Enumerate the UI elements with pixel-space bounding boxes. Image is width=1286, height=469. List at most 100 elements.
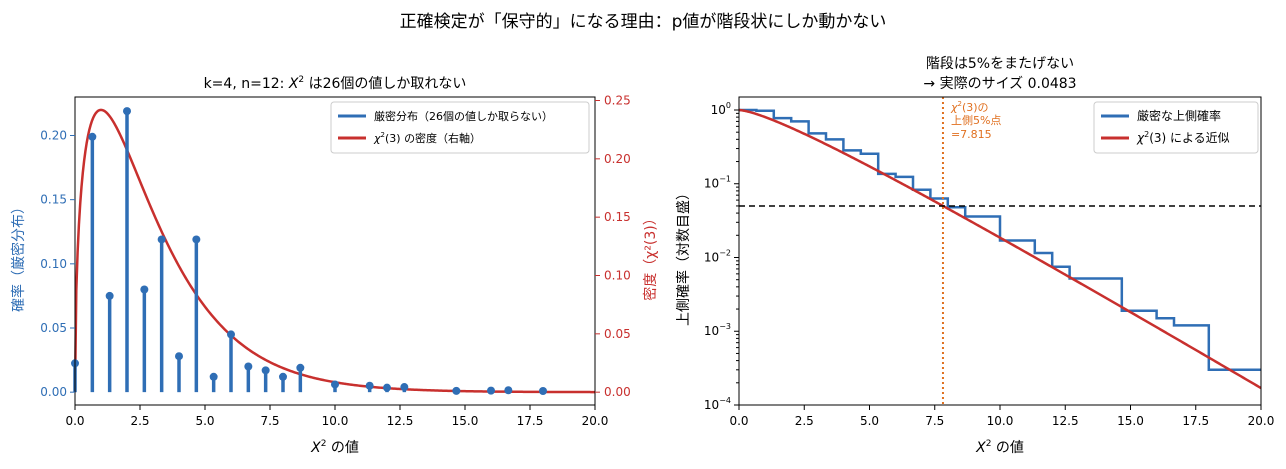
right-x-axis-label: X2 の値 — [975, 439, 1024, 456]
stem — [209, 372, 218, 393]
left-chart-title: k=4, n=12: X2 は26個の値しか取れない — [204, 75, 467, 92]
figure-suptitle: 正確検定が「保守的」になる理由：p値が階段状にしか動かない — [400, 12, 887, 32]
stem — [88, 132, 97, 393]
left-legend: 厳密分布（26個の値しか取らない） χ2(3) の密度（右軸） — [330, 101, 590, 154]
y-tick-label-right: 0.00 — [604, 385, 631, 399]
stem-marker — [383, 383, 391, 392]
stem-marker — [504, 386, 513, 395]
y-tick-label-left: 0.15 — [40, 193, 67, 207]
legend-label-density: χ2(3) の密度（右軸） — [373, 131, 481, 145]
stem — [123, 107, 131, 393]
y-tick-label-left: 0.00 — [40, 385, 67, 399]
y-tick-label-right: 0.25 — [604, 94, 631, 108]
stem — [192, 235, 201, 393]
x-tick-label: 12.5 — [1052, 414, 1079, 428]
y-tick-label-right: 0.15 — [604, 210, 631, 224]
stem-marker — [331, 380, 339, 389]
x-tick-label: 17.5 — [1182, 414, 1209, 428]
stem — [504, 386, 513, 395]
stem — [227, 330, 235, 393]
x-tick-label: 7.5 — [925, 414, 944, 428]
stem — [400, 383, 409, 393]
y-tick-label-left: 0.05 — [40, 321, 67, 335]
x-tick-label: 0.0 — [729, 414, 748, 428]
annotation-line2: 上側5%点 — [951, 114, 1001, 127]
stem — [487, 386, 495, 395]
stem-marker — [123, 107, 131, 116]
x-tick-label: 0.0 — [65, 414, 84, 428]
stem-marker — [487, 386, 495, 395]
left-x-axis-label: X2 の値 — [310, 439, 359, 456]
x-tick-label: 10.0 — [322, 414, 349, 428]
right-chart-y-axis-label: 上側確率（対数目盛） — [675, 186, 692, 326]
stem — [331, 380, 339, 393]
y-tick-label-left: 0.10 — [40, 257, 67, 271]
y-tick-label-right: 0.20 — [604, 152, 631, 166]
legend-label-exact: 厳密分布（26個の値しか取らない） — [374, 109, 553, 123]
x-tick-label: 7.5 — [260, 414, 279, 428]
y-tick-label: 10−1 — [704, 175, 731, 191]
stem — [157, 235, 166, 393]
x-tick-label: 15.0 — [1117, 414, 1144, 428]
x-tick-label: 2.5 — [130, 414, 149, 428]
y-tick-label-right: 0.05 — [604, 327, 631, 341]
y-tick-label-left: 0.20 — [40, 129, 67, 143]
chi2-approx-line — [738, 108, 1262, 390]
y-tick-label: 10−2 — [704, 248, 731, 264]
stem — [539, 387, 547, 396]
right-y-axis-label: 密度（χ²(3)） — [642, 211, 659, 301]
stem — [244, 362, 253, 393]
stem — [452, 386, 461, 395]
stem — [296, 363, 305, 393]
stem-marker — [400, 383, 409, 392]
stem-marker — [88, 132, 97, 141]
annotation-line3: =7.815 — [951, 128, 992, 141]
stem — [365, 381, 374, 393]
critical-value-annotation: χ2(3)の 上側5%点 =7.815 — [950, 100, 1001, 141]
x-tick-label: 2.5 — [795, 414, 814, 428]
stem — [175, 352, 183, 393]
right-chart: 階段は5%をまたげない → 実際のサイズ 0.0483 0.0 2.5 5.0 7.5… — [675, 56, 1274, 456]
stem — [140, 285, 149, 393]
stem-marker — [539, 387, 547, 396]
x-tick-label: 15.0 — [452, 414, 479, 428]
stem-marker — [244, 362, 253, 371]
stem-marker — [227, 330, 235, 339]
stem-marker — [296, 363, 305, 372]
x-tick-label: 20.0 — [582, 414, 609, 428]
stem-marker — [261, 366, 270, 375]
x-tick-label: 10.0 — [987, 414, 1014, 428]
stem-marker — [452, 386, 461, 395]
right-chart-title-line2: → 実際のサイズ 0.0483 — [923, 76, 1076, 92]
legend-label-exact-tail: 厳密な上側確率 — [1137, 108, 1221, 123]
x-tick-label: 17.5 — [517, 414, 544, 428]
exact-tail-step-line — [739, 108, 1261, 372]
annotation-line1: χ2(3)の — [950, 100, 989, 114]
stem-marker — [279, 372, 287, 381]
stem — [383, 383, 391, 393]
x-tick-label: 5.0 — [195, 414, 214, 428]
stem-marker — [105, 291, 114, 300]
y-tick-label: 100 — [711, 101, 731, 117]
stem-marker — [175, 352, 183, 361]
y-tick-label: 10−3 — [704, 322, 731, 338]
stem-marker — [192, 235, 201, 244]
stem — [261, 366, 270, 393]
right-chart-title-line1: 階段は5%をまたげない — [926, 56, 1074, 72]
stem-marker — [209, 372, 218, 381]
left-y-axis-label: 確率（厳密分布） — [10, 200, 27, 312]
stem — [279, 372, 287, 393]
stem-marker — [365, 381, 374, 390]
x-tick-label: 5.0 — [860, 414, 879, 428]
y-tick-label: 10−4 — [704, 396, 731, 412]
stem — [105, 291, 114, 393]
stem-marker — [140, 285, 149, 294]
legend-label-approx: χ2(3) による近似 — [1136, 130, 1230, 145]
left-chart: k=4, n=12: X2 は26個の値しか取れない 0.0 2.5 5.0 7.5 1… — [10, 75, 659, 456]
x-tick-label: 12.5 — [387, 414, 414, 428]
x-tick-label: 20.0 — [1248, 414, 1275, 428]
stem-marker — [157, 235, 166, 244]
right-legend: 厳密な上側確率 χ2(3) による近似 — [1093, 101, 1259, 154]
